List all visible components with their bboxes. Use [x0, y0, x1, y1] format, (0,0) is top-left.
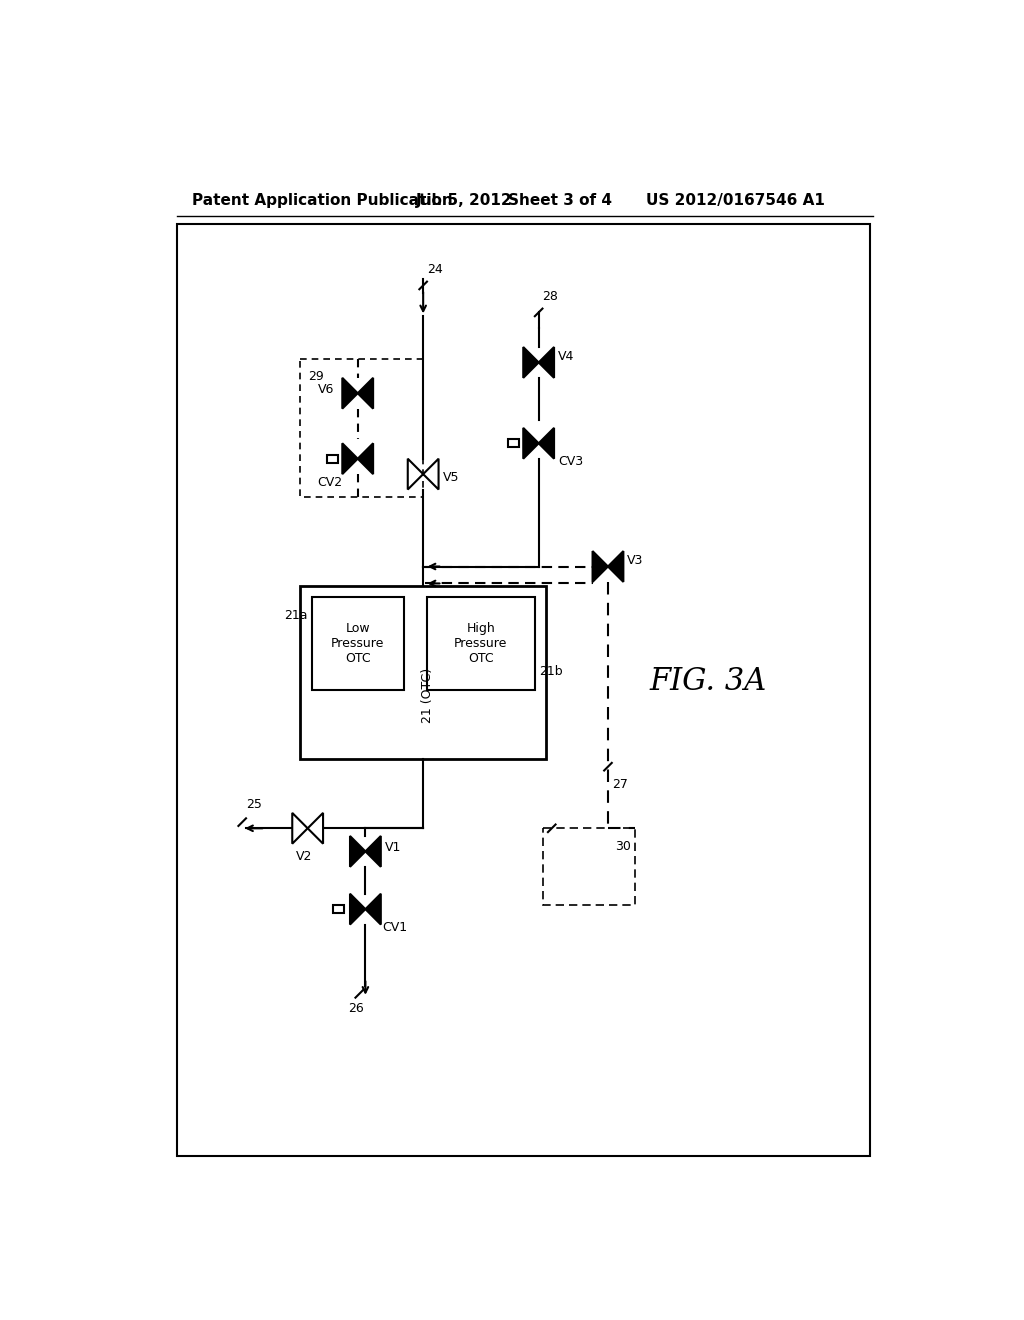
Text: CV3: CV3: [558, 455, 583, 467]
Polygon shape: [523, 428, 539, 459]
Bar: [311, 597, 403, 689]
Text: 26: 26: [348, 1002, 365, 1015]
Text: Jul. 5, 2012: Jul. 5, 2012: [416, 193, 512, 209]
Text: 21b: 21b: [539, 665, 562, 678]
Text: V4: V4: [558, 350, 574, 363]
Text: Sheet 3 of 4: Sheet 3 of 4: [508, 193, 612, 209]
Polygon shape: [539, 428, 554, 459]
Polygon shape: [357, 378, 373, 409]
Polygon shape: [350, 894, 366, 924]
Polygon shape: [593, 552, 608, 582]
Polygon shape: [292, 813, 307, 843]
Text: CV1: CV1: [382, 921, 408, 933]
Text: Patent Application Publication: Patent Application Publication: [193, 193, 453, 209]
Bar: [508, 440, 518, 447]
Text: FIG. 3A: FIG. 3A: [649, 667, 767, 697]
Polygon shape: [523, 347, 539, 378]
Bar: [300, 359, 423, 498]
Text: 27: 27: [611, 779, 628, 791]
Text: Low
Pressure
OTC: Low Pressure OTC: [331, 622, 384, 665]
Text: High
Pressure
OTC: High Pressure OTC: [455, 622, 508, 665]
Polygon shape: [350, 836, 366, 867]
Text: V6: V6: [317, 383, 334, 396]
Text: 24: 24: [427, 263, 442, 276]
Text: V1: V1: [385, 841, 401, 854]
Polygon shape: [423, 459, 438, 490]
Text: CV2: CV2: [317, 475, 343, 488]
Text: 21a: 21a: [284, 609, 307, 622]
Polygon shape: [608, 552, 624, 582]
Text: 30: 30: [615, 840, 631, 853]
Polygon shape: [342, 378, 357, 409]
Polygon shape: [408, 459, 423, 490]
Bar: [543, 829, 635, 906]
Bar: [427, 597, 535, 689]
Bar: [177, 224, 869, 1155]
Bar: [327, 455, 338, 462]
Polygon shape: [366, 836, 381, 867]
Bar: [300, 586, 547, 759]
Polygon shape: [357, 444, 373, 474]
Polygon shape: [342, 444, 357, 474]
Text: V5: V5: [442, 471, 459, 484]
Bar: [333, 906, 344, 913]
Polygon shape: [366, 894, 381, 924]
Text: V3: V3: [628, 554, 644, 566]
Text: 21 (OTC): 21 (OTC): [421, 668, 433, 723]
Text: V2: V2: [296, 850, 312, 863]
Polygon shape: [539, 347, 554, 378]
Text: US 2012/0167546 A1: US 2012/0167546 A1: [646, 193, 825, 209]
Polygon shape: [307, 813, 323, 843]
Text: 25: 25: [246, 799, 262, 812]
Text: 28: 28: [543, 290, 558, 304]
Text: 29: 29: [307, 370, 324, 383]
